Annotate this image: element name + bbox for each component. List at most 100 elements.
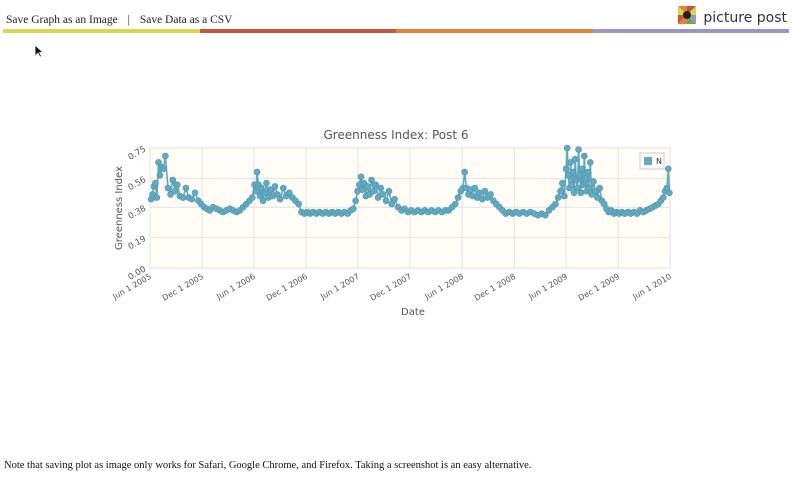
data-point [276, 195, 284, 203]
data-point [191, 189, 199, 197]
y-axis-label: Greenness Index [114, 166, 125, 250]
x-tick-label: Dec 1 2008 [473, 272, 517, 303]
x-tick-label: Jun 1 2008 [422, 272, 465, 302]
x-axis-ticks: Jun 1 2005 Dec 1 2005 Jun 1 2006 Dec 1 2006… [110, 272, 673, 303]
data-point [259, 197, 267, 205]
save-graph-image-link[interactable]: Save Graph as an Image [6, 14, 118, 26]
y-tick-label: 0.75 [127, 145, 148, 163]
data-point [379, 191, 387, 198]
data-point [575, 146, 582, 153]
x-tick-label: Dec 1 2006 [265, 272, 309, 303]
data-point [253, 168, 261, 176]
data-point [559, 179, 566, 187]
data-point [164, 184, 172, 192]
data-point [580, 152, 588, 160]
series-n [147, 144, 673, 219]
data-point [471, 184, 479, 192]
data-point [155, 159, 162, 166]
chart-legend: N [639, 152, 665, 170]
data-point [570, 189, 578, 197]
mouse-pointer-icon [34, 44, 45, 63]
data-point [156, 171, 164, 179]
data-point [252, 187, 260, 195]
data-point [256, 192, 264, 200]
data-point [594, 194, 601, 201]
data-point [557, 187, 564, 195]
data-point [385, 187, 393, 195]
save-plot-note: Note that saving plot as image only work… [4, 460, 532, 471]
data-point [659, 194, 667, 201]
stripe-segment [199, 29, 396, 33]
data-point [451, 200, 459, 208]
data-point [153, 194, 161, 201]
data-point [258, 184, 265, 192]
data-point [273, 191, 281, 198]
toolbar-links: Save Graph as an Image | Save Data as a … [6, 14, 232, 26]
data-point [171, 187, 179, 195]
data-point [152, 179, 159, 187]
data-point [182, 184, 190, 192]
data-point [169, 176, 177, 184]
data-point [388, 200, 396, 208]
x-tick-label: Jun 1 2007 [318, 272, 361, 302]
picture-post-logo-icon [676, 4, 698, 31]
y-tick-label: 0.56 [127, 175, 148, 193]
data-point [271, 183, 279, 190]
data-point [295, 200, 302, 208]
data-point [582, 175, 589, 182]
data-point [174, 181, 181, 189]
x-axis-label: Date [401, 307, 425, 318]
y-tick-label: 0.19 [127, 234, 148, 252]
data-point [567, 159, 574, 166]
data-point [562, 165, 570, 173]
save-data-csv-link[interactable]: Save Data as a CSV [139, 14, 233, 26]
chart-title: Greenness Index: Post 6 [323, 128, 468, 142]
data-point [160, 165, 167, 173]
data-point [370, 187, 377, 195]
data-point [664, 165, 672, 173]
data-point [586, 159, 594, 166]
data-point [579, 181, 587, 189]
data-point [261, 189, 269, 197]
data-point [391, 195, 398, 203]
data-point [374, 194, 382, 201]
data-point [382, 197, 390, 205]
data-point [162, 152, 169, 160]
data-point [574, 184, 581, 192]
data-point [263, 179, 270, 187]
data-point [454, 194, 462, 201]
data-point [285, 189, 293, 197]
data-point [372, 181, 380, 189]
y-axis-ticks: 0.000.190.380.560.75 [127, 145, 148, 283]
top-bar: Save Graph as an Image | Save Data as a … [0, 0, 793, 36]
data-point [481, 187, 489, 195]
data-point [573, 176, 580, 184]
data-point [188, 195, 196, 203]
data-point [461, 168, 468, 176]
data-point [666, 189, 673, 197]
x-tick-label: Jun 1 2010 [630, 272, 673, 302]
legend-swatch [644, 157, 652, 165]
brand-logo[interactable]: picture post [676, 4, 787, 31]
data-point [350, 205, 357, 213]
data-point [248, 194, 256, 201]
stripe-segment [396, 29, 593, 33]
stripe-segment [3, 29, 200, 33]
data-point [279, 184, 287, 192]
data-point [576, 171, 584, 179]
x-tick-label: Dec 1 2007 [369, 272, 413, 303]
data-point [479, 195, 486, 203]
data-point [267, 186, 274, 193]
data-point [590, 178, 597, 185]
y-tick-label: 0.38 [127, 204, 148, 222]
toolbar-separator: | [127, 14, 130, 26]
data-point [561, 192, 568, 200]
x-tick-label: Dec 1 2005 [161, 272, 205, 303]
data-point [552, 200, 559, 208]
x-tick-label: Jun 1 2006 [214, 272, 257, 302]
data-point [368, 176, 375, 184]
stripe-segment [592, 29, 789, 33]
data-point [585, 184, 593, 192]
data-point [487, 191, 494, 198]
brand-color-stripe [3, 29, 789, 33]
